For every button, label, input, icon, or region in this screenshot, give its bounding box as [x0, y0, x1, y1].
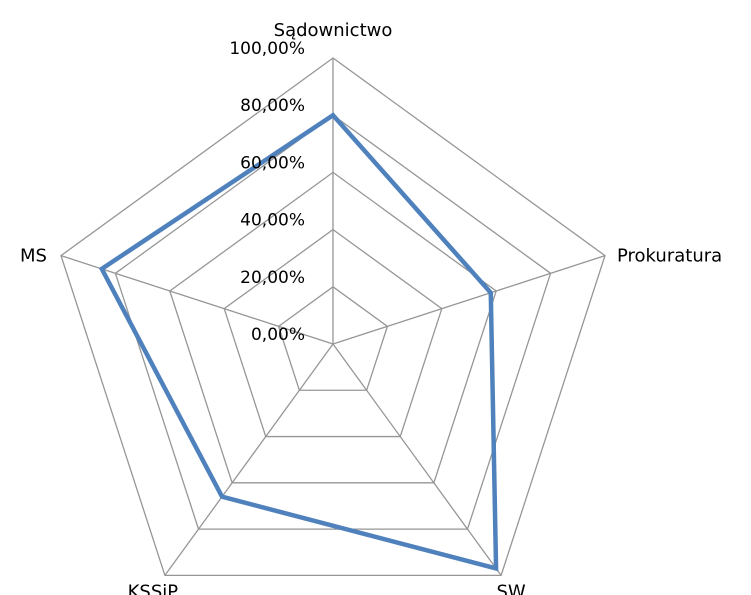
tick-label: 0,00% — [251, 325, 305, 345]
tick-label: 20,00% — [240, 268, 305, 288]
data-point-1 — [332, 114, 334, 116]
tick-label-layer: 0,00% 20,00% 40,00% 60,00% 80,00% 100,00% — [229, 39, 305, 345]
series-line-1 — [98, 112, 499, 572]
gridline-80 — [114, 114, 552, 530]
axis-label-layer: Sądownictwo Prokuratura SW KSSiP MS — [20, 20, 722, 595]
data-point-2 — [490, 292, 492, 294]
tick-label: 80,00% — [240, 96, 305, 116]
category-label: KSSiP — [128, 581, 179, 595]
data-point-3 — [495, 567, 497, 569]
series-layer — [98, 112, 499, 572]
spoke-3 — [332, 343, 502, 576]
spoke-layer — [60, 58, 606, 576]
data-point-5 — [101, 268, 103, 270]
tick-label: 60,00% — [240, 153, 305, 173]
data-point-4 — [221, 496, 223, 498]
gridline-100 — [60, 57, 606, 577]
category-label: Prokuratura — [617, 246, 722, 267]
category-label: SW — [496, 581, 525, 595]
spoke-4 — [164, 343, 334, 576]
tick-label: 40,00% — [240, 211, 305, 231]
spoke-2 — [332, 255, 606, 345]
gridline-20 — [277, 285, 389, 391]
tick-label: 100,00% — [229, 39, 305, 59]
spoke-5 — [60, 255, 334, 345]
category-label: MS — [20, 246, 47, 267]
category-label: Sądownictwo — [274, 20, 393, 41]
gridline-40 — [223, 228, 443, 438]
